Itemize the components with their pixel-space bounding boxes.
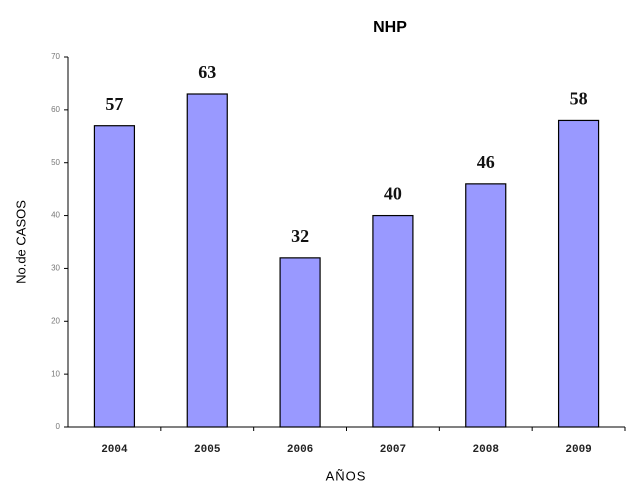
x-tick-label: 2008 <box>473 444 500 456</box>
y-tick-label: 30 <box>51 264 60 273</box>
y-axis-label: No.de CASOS <box>13 200 28 284</box>
value-label: 58 <box>570 89 588 109</box>
x-tick-label: 2005 <box>194 444 221 456</box>
bar <box>372 214 414 428</box>
y-tick-label: 10 <box>51 369 60 378</box>
value-label: 32 <box>291 226 309 246</box>
y-tick-label: 0 <box>56 422 61 431</box>
bar <box>93 125 136 428</box>
x-tick-label: 2006 <box>287 444 313 456</box>
x-tick-label: 2009 <box>565 444 591 456</box>
x-tick-label: 2004 <box>101 444 128 456</box>
value-label: 46 <box>477 152 495 172</box>
y-tick-label: 70 <box>51 52 60 61</box>
chart-title: NHP <box>373 19 407 36</box>
bar <box>465 183 507 428</box>
value-label: 63 <box>198 62 216 82</box>
bar <box>279 257 321 428</box>
y-tick-label: 20 <box>51 316 60 325</box>
y-tick-label: 40 <box>51 211 60 220</box>
y-tick-label: 60 <box>51 105 60 114</box>
bar <box>557 119 600 428</box>
y-tick-label: 50 <box>51 158 60 167</box>
value-label: 57 <box>105 94 123 114</box>
bar <box>186 93 228 428</box>
x-axis-label: AÑOS <box>326 468 367 483</box>
x-tick-label: 2007 <box>380 444 406 456</box>
value-label: 40 <box>384 184 402 204</box>
